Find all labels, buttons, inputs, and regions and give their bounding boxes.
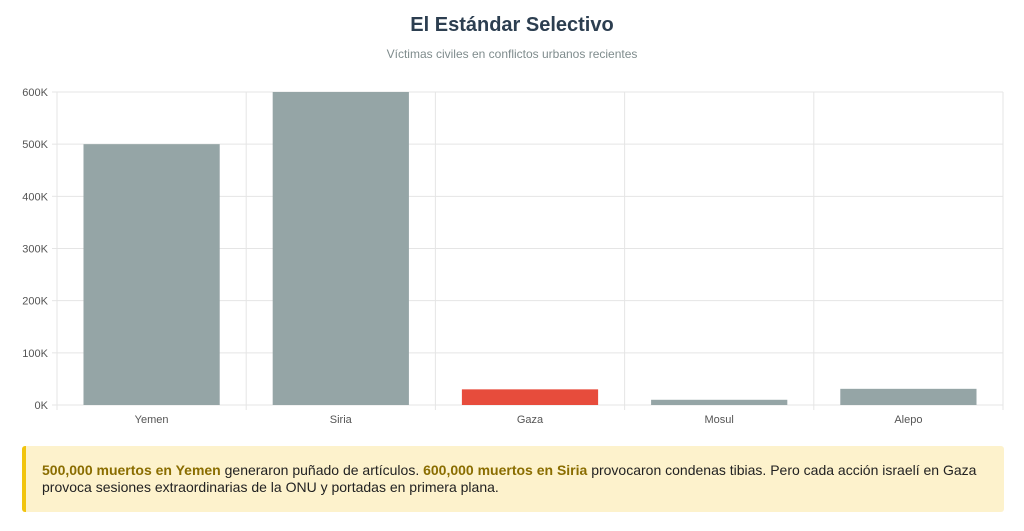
bar-gaza — [461, 389, 599, 405]
callout-highlight-siria: 600,000 muertos en Siria — [423, 462, 588, 478]
callout-highlight-yemen: 500,000 muertos en Yemen — [42, 462, 221, 478]
bar-chart: 0K 100K 200K 300K 400K 500K 600K Yemen Siria Gaza… — [22, 87, 1004, 426]
y-tick-label: 600K — [22, 87, 48, 99]
y-tick-label: 400K — [22, 191, 48, 203]
x-tick-label: Mosul — [705, 414, 734, 426]
y-tick-label: 100K — [22, 348, 48, 360]
bar-siria — [272, 92, 409, 405]
callout-text-1: generaron puñado de artículos. — [220, 462, 424, 478]
callout-box: 500,000 muertos en Yemen generaron puñad… — [22, 446, 1004, 512]
chart-subtitle: Víctimas civiles en conflictos urbanos r… — [386, 47, 638, 61]
bar-mosul — [651, 399, 788, 405]
y-tick-label: 500K — [22, 139, 48, 151]
bar-yemen — [83, 144, 220, 405]
x-tick-label: Gaza — [517, 414, 544, 426]
callout-text-2: provocaron condenas tibias. Pero cada ac… — [42, 462, 977, 495]
x-tick-label: Alepo — [894, 414, 922, 426]
y-tick-label: 0K — [35, 400, 49, 412]
y-tick-label: 200K — [22, 296, 48, 308]
x-tick-label: Yemen — [135, 414, 169, 426]
y-tick-label: 300K — [22, 244, 48, 256]
chart-title: El Estándar Selectivo — [410, 14, 614, 36]
x-tick-label: Siria — [330, 414, 353, 426]
bar-alepo — [840, 388, 977, 405]
